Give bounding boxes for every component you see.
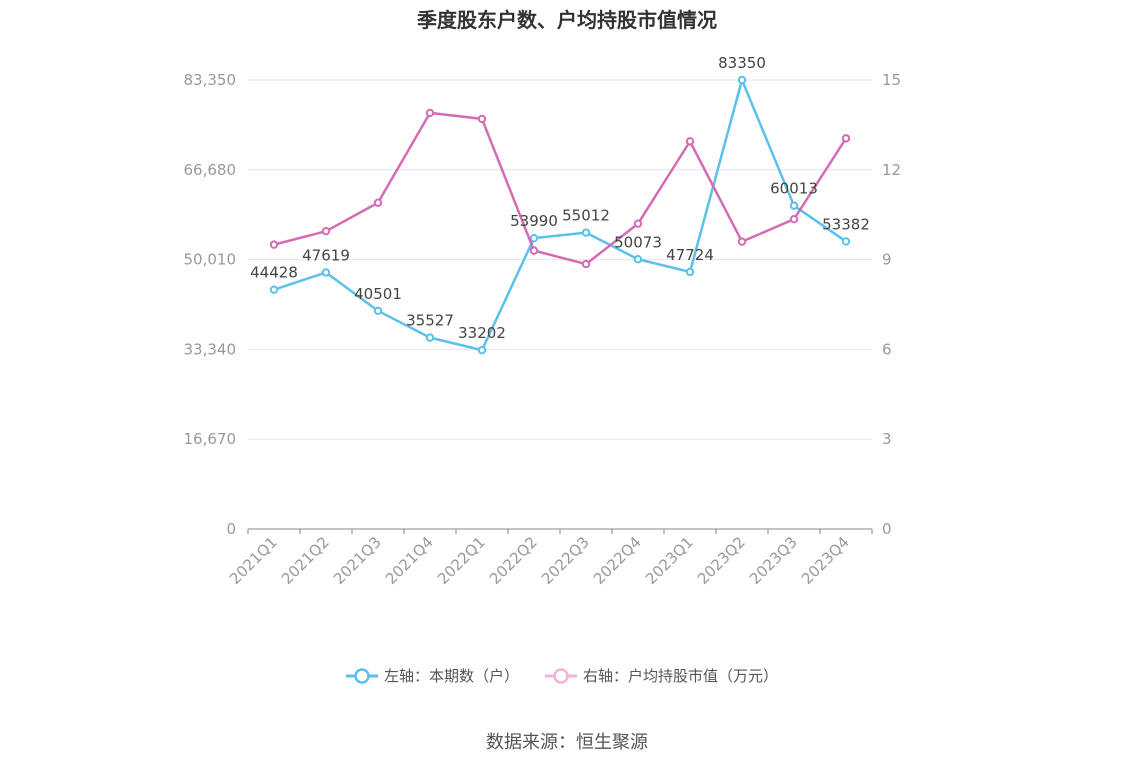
- x-axis-tick-label: 2021Q2: [278, 533, 333, 588]
- data-point: [841, 134, 851, 143]
- x-axis-tick-label: 2021Q4: [382, 533, 437, 588]
- data-label: 44428: [250, 264, 298, 282]
- x-axis-tick-label: 2022Q2: [486, 533, 541, 588]
- data-point: [841, 237, 851, 246]
- data-label: 40501: [354, 285, 402, 303]
- left-axis-tick-label: 83,350: [184, 71, 237, 89]
- legend-item-2[interactable]: 右轴：户均持股市值（万元）: [545, 667, 778, 685]
- left-axis-tick-label: 50,010: [184, 251, 237, 269]
- data-point: [269, 240, 279, 249]
- x-axis-tick-label: 2023Q1: [642, 533, 697, 588]
- source-note: 数据来源：恒生聚源: [486, 732, 648, 753]
- data-point: [737, 75, 747, 85]
- data-point: [581, 228, 591, 237]
- data-point: [373, 306, 383, 316]
- data-point: [633, 219, 643, 228]
- data-point: [737, 237, 747, 246]
- x-axis-tick-label: 2022Q4: [590, 533, 645, 588]
- legend-label: 左轴：本期数（户）: [384, 667, 519, 685]
- data-point: [529, 233, 539, 243]
- x-axis-tick-label: 2023Q4: [798, 533, 853, 588]
- data-point: [425, 333, 435, 342]
- series-lines: [269, 75, 851, 355]
- x-axis-tick-label: 2023Q2: [694, 533, 749, 588]
- grid-lines: [248, 79, 872, 440]
- data-label: 35527: [406, 312, 454, 330]
- legend-circle-marker: [553, 668, 569, 684]
- data-label: 55012: [562, 207, 610, 225]
- data-label: 47619: [302, 246, 350, 264]
- right-axis-tick-label: 3: [882, 430, 892, 448]
- left-axis-tick-label: 0: [226, 520, 236, 538]
- right-axis-tick-label: 6: [882, 340, 892, 358]
- legend-item-1[interactable]: 左轴：本期数（户）: [346, 667, 519, 685]
- data-point: [477, 345, 487, 355]
- data-point: [425, 108, 435, 118]
- chart-title: 季度股东户数、户均持股市值情况: [417, 8, 717, 32]
- right-axis-tick-label: 15: [882, 71, 901, 89]
- data-point: [269, 285, 279, 294]
- data-point: [477, 114, 487, 124]
- data-label: 33202: [458, 324, 506, 342]
- left-axis-tick-label: 33,340: [184, 340, 237, 358]
- series-line-2: [273, 111, 848, 266]
- data-label: 60013: [770, 180, 818, 198]
- left-axis-tick-label: 16,670: [184, 430, 237, 448]
- x-axis-tick-label: 2022Q3: [538, 533, 593, 588]
- legend[interactable]: 左轴：本期数（户） 右轴：户均持股市值（万元）: [346, 667, 778, 685]
- axes: 0 0 16,670 3 33,340 6 50,010 9 66,680 12 83,350 15 2…: [184, 71, 902, 588]
- series-line-1: [273, 78, 847, 352]
- data-label: 83350: [718, 54, 766, 72]
- data-point: [685, 137, 695, 146]
- left-axis-tick-label: 66,680: [184, 161, 237, 179]
- right-axis-tick-label: 0: [882, 520, 892, 538]
- data-point: [685, 267, 695, 277]
- legend-circle-marker: [354, 668, 370, 684]
- data-point: [321, 226, 331, 236]
- x-axis-tick-label: 2023Q3: [746, 533, 801, 588]
- data-point: [373, 198, 383, 207]
- data-label: 53382: [822, 215, 870, 233]
- data-point: [321, 268, 331, 277]
- data-label: 53990: [510, 212, 558, 230]
- right-axis-tick-label: 12: [882, 161, 901, 179]
- data-label: 50073: [614, 233, 662, 251]
- right-axis-tick-label: 9: [882, 251, 892, 269]
- data-point: [789, 201, 799, 210]
- legend-label: 右轴：户均持股市值（万元）: [583, 667, 778, 685]
- x-axis-tick-label: 2021Q3: [330, 533, 385, 588]
- x-axis-tick-label: 2021Q1: [226, 533, 281, 588]
- data-label: 47724: [666, 246, 714, 264]
- x-axis-tick-label: 2022Q1: [434, 533, 489, 588]
- data-point: [633, 255, 643, 264]
- data-point: [789, 214, 799, 224]
- data-point: [581, 259, 591, 269]
- data-point: [529, 246, 539, 255]
